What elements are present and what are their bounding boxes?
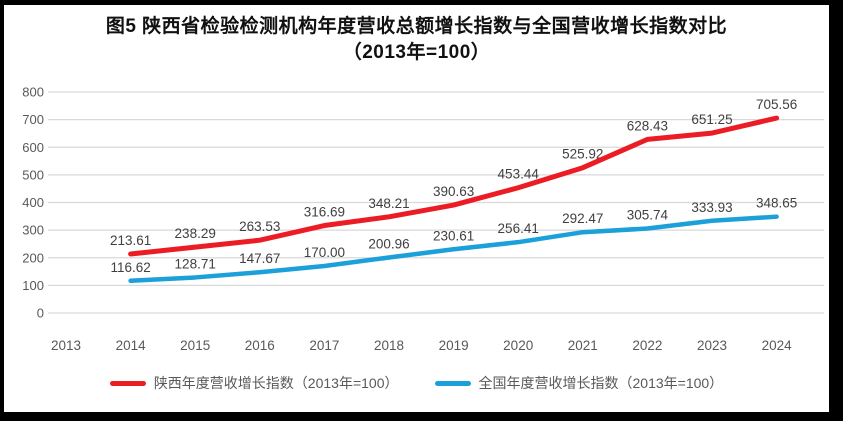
legend-item-shaanxi: 陕西年度营收增长指数（2013年=100） bbox=[109, 373, 399, 393]
shaanxi-data-label: 525.92 bbox=[562, 147, 603, 162]
chart-title-line1: 图5 陕西省检验检测机构年度营收总额增长指数与全国营收增长指数对比 bbox=[105, 16, 728, 37]
x-axis-tick-label: 2021 bbox=[568, 338, 598, 353]
national-data-label: 348.65 bbox=[756, 196, 797, 211]
shaanxi-data-label: 628.43 bbox=[627, 118, 668, 133]
x-axis-tick-label: 2024 bbox=[762, 338, 793, 353]
x-axis-tick-label: 2016 bbox=[245, 338, 275, 353]
x-axis-tick-label: 2022 bbox=[632, 338, 662, 353]
national-data-label: 305.74 bbox=[627, 208, 669, 223]
y-axis-tick-label: 300 bbox=[22, 223, 44, 238]
shaanxi-data-label: 238.29 bbox=[175, 226, 216, 241]
national-data-label: 147.67 bbox=[239, 251, 280, 266]
x-axis-tick-label: 2015 bbox=[180, 338, 210, 353]
national-data-label: 256.41 bbox=[498, 221, 539, 236]
national-data-label: 200.96 bbox=[368, 236, 409, 251]
national-data-label: 333.93 bbox=[691, 200, 732, 215]
x-axis-tick-label: 2019 bbox=[439, 338, 469, 353]
national-legend-line-marker bbox=[434, 380, 471, 386]
x-axis-tick-label: 2018 bbox=[374, 338, 404, 353]
national-data-label: 292.47 bbox=[562, 211, 603, 226]
chart-legend: 陕西年度营收增长指数（2013年=100） 全国年度营收增长指数（2013年=10… bbox=[4, 373, 829, 393]
y-axis-tick-label: 0 bbox=[37, 306, 44, 321]
shaanxi-series-line bbox=[128, 115, 780, 257]
shaanxi-data-label: 316.69 bbox=[304, 205, 345, 220]
x-axis-tick-label: 2023 bbox=[697, 338, 727, 353]
y-axis-tick-label: 400 bbox=[22, 195, 44, 210]
national-data-label: 230.61 bbox=[433, 228, 474, 243]
legend-label-shaanxi: 陕西年度营收增长指数（2013年=100） bbox=[153, 375, 399, 391]
x-axis-tick-label: 2014 bbox=[116, 338, 147, 353]
x-axis-tick-label: 2020 bbox=[503, 338, 533, 353]
legend-label-national: 全国年度营收增长指数（2013年=100） bbox=[478, 375, 724, 391]
x-axis-tick-label: 2013 bbox=[51, 338, 81, 353]
shaanxi-data-label: 263.53 bbox=[239, 219, 280, 234]
y-axis-tick-label: 800 bbox=[22, 85, 44, 100]
shaanxi-data-label: 453.44 bbox=[498, 167, 540, 182]
shaanxi-legend-line-marker bbox=[109, 380, 146, 386]
y-axis-tick-label: 100 bbox=[22, 278, 44, 293]
line-chart-plot: 0 100 200 300 400 500 600 700 800 2013 2014 2015 201… bbox=[22, 85, 824, 353]
y-axis-tick-label: 200 bbox=[22, 250, 44, 265]
national-data-label: 128.71 bbox=[175, 256, 216, 271]
legend-item-national: 全国年度营收增长指数（2013年=100） bbox=[434, 373, 724, 393]
y-axis-tick-label: 500 bbox=[22, 167, 44, 182]
shaanxi-data-label: 390.63 bbox=[433, 184, 474, 199]
chart-title: 图5 陕西省检验检测机构年度营收总额增长指数与全国营收增长指数对比 （2013年… bbox=[4, 14, 829, 66]
y-axis-tick-label: 700 bbox=[22, 112, 44, 127]
chart-title-line2: （2013年=100） bbox=[342, 42, 491, 63]
national-data-label: 170.00 bbox=[304, 245, 345, 260]
shaanxi-data-label: 348.21 bbox=[368, 196, 409, 211]
shaanxi-data-label: 213.61 bbox=[110, 233, 151, 248]
national-data-label: 116.62 bbox=[110, 260, 150, 275]
shaanxi-data-label: 705.56 bbox=[756, 97, 797, 112]
shaanxi-data-label: 651.25 bbox=[691, 112, 732, 127]
y-axis-tick-label: 600 bbox=[22, 140, 44, 155]
x-axis-tick-label: 2017 bbox=[309, 338, 339, 353]
national-series-line bbox=[128, 214, 779, 284]
